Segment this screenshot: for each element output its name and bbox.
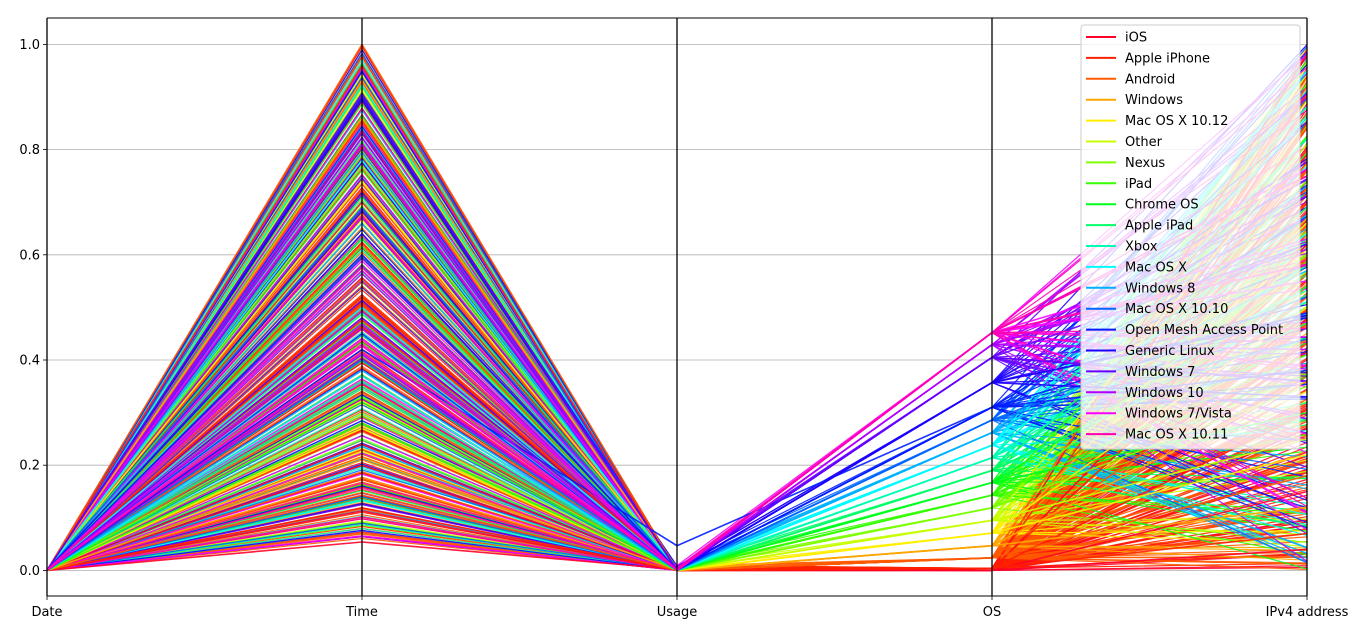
y-tick-label: 0.4 [19,354,40,369]
y-tick-label: 0.2 [19,459,40,474]
legend-label: Android [1125,72,1175,87]
legend-label: Mac OS X [1125,260,1187,275]
legend-label: Apple iPhone [1125,51,1210,66]
legend-label: Mac OS X 10.11 [1125,428,1228,443]
legend-label: Open Mesh Access Point [1125,323,1283,338]
legend-label: iOS [1125,31,1147,46]
legend-label: Other [1125,135,1163,150]
x-tick-labels: Date Time Usage OS IPv4 address [31,596,1349,620]
x-tick-label: Usage [657,605,698,620]
legend-label: Generic Linux [1125,344,1215,359]
legend-label: Windows 8 [1125,281,1195,296]
legend-label: Nexus [1125,156,1165,171]
y-tick-label: 0.0 [19,564,40,579]
legend-box [1080,24,1301,450]
y-tick-label: 0.6 [19,248,40,263]
legend-label: Mac OS X 10.10 [1125,302,1228,317]
legend-label: Mac OS X 10.12 [1125,114,1228,129]
legend-label: Windows 7 [1125,365,1195,380]
legend-label: Apple iPad [1125,219,1193,234]
y-tick-label: 1.0 [19,38,40,53]
y-tick-labels: 0.0 0.2 0.4 0.6 0.8 1.0 [19,38,47,579]
x-tick-label: Time [345,605,378,620]
axes [46,17,1308,597]
y-tick-label: 0.8 [19,143,40,158]
legend-label: iPad [1125,177,1152,192]
legend-label: Windows [1125,93,1183,108]
legend-label: Xbox [1125,240,1158,255]
x-tick-label: IPv4 address [1266,605,1349,620]
x-tick-label: OS [983,605,1001,620]
legend-label: Windows 7/Vista [1125,407,1232,422]
legend: iOS Apple iPhone Android Windows Mac OS X 10… [1080,24,1301,450]
x-tick-label: Date [31,605,62,620]
legend-label: Windows 10 [1125,386,1204,401]
legend-label: Chrome OS [1125,198,1199,213]
